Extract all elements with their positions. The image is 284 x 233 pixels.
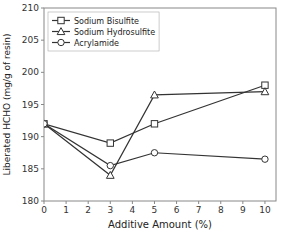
data-point (262, 156, 268, 162)
x-tick-label: 3 (107, 205, 113, 215)
x-tick (176, 201, 177, 204)
x-tick-label: 9 (240, 205, 246, 215)
data-point (44, 121, 47, 127)
x-tick-label: 5 (152, 205, 158, 215)
y-tick (41, 136, 44, 137)
data-point (151, 121, 157, 127)
legend-marker (57, 28, 65, 35)
y-tick-label: 180 (22, 196, 39, 206)
y-tick (41, 72, 44, 73)
x-tick-label: 7 (196, 205, 202, 215)
x-tick-label: 10 (259, 205, 271, 215)
data-point (106, 171, 114, 178)
plot-area (44, 82, 269, 178)
chart: 0 1 2 3 4 5 6 7 8 9 10 180 185 190 195 200 205 210 Additiv… (0, 0, 284, 233)
data-point (107, 140, 113, 146)
y-tick-label: 205 (22, 35, 39, 45)
x-tick (264, 201, 265, 204)
data-point (261, 88, 269, 95)
x-tick (242, 201, 243, 204)
legend-box (48, 12, 159, 51)
x-tick (154, 201, 155, 204)
y-tick-label: 210 (22, 3, 39, 13)
series-line (44, 85, 265, 143)
series-line (44, 92, 265, 176)
series-line (44, 124, 265, 166)
x-tick (132, 201, 133, 204)
x-tick (88, 201, 89, 204)
legend-label: Sodium Bisulfite (74, 17, 139, 26)
x-tick-label: 8 (218, 205, 224, 215)
legend-label: Acrylamide (74, 39, 119, 48)
data-point (151, 150, 157, 156)
legend-label: Sodium Hydrosulfite (74, 28, 155, 37)
y-tick (41, 40, 44, 41)
y-tick-label: 185 (22, 164, 39, 174)
y-tick (41, 104, 44, 105)
x-tick-label: 2 (85, 205, 91, 215)
y-tick (41, 201, 44, 202)
x-tick-label: 6 (174, 205, 180, 215)
y-tick-label: 190 (22, 132, 39, 142)
y-axis-label: Liberated HCHO (mg/g of resin) (2, 34, 12, 176)
y-tick-label: 195 (22, 100, 39, 110)
x-tick-label: 0 (41, 205, 47, 215)
plot-frame (44, 8, 276, 201)
x-tick (110, 201, 111, 204)
x-axis-label: Additive Amount (%) (108, 219, 212, 230)
legend-marker (58, 39, 64, 45)
x-tick-label: 1 (63, 205, 69, 215)
y-tick (41, 168, 44, 169)
data-point (107, 162, 113, 168)
legend: Sodium Bisulfite Sodium Hydrosulfite Acryl… (48, 12, 159, 51)
data-point (151, 91, 159, 98)
x-tick (220, 201, 221, 204)
legend-marker (58, 17, 64, 23)
x-tick (198, 201, 199, 204)
data-point (44, 121, 47, 127)
x-tick (66, 201, 67, 204)
x-tick-label: 4 (130, 205, 136, 215)
y-tick-label: 200 (22, 67, 39, 77)
y-tick (41, 8, 44, 9)
